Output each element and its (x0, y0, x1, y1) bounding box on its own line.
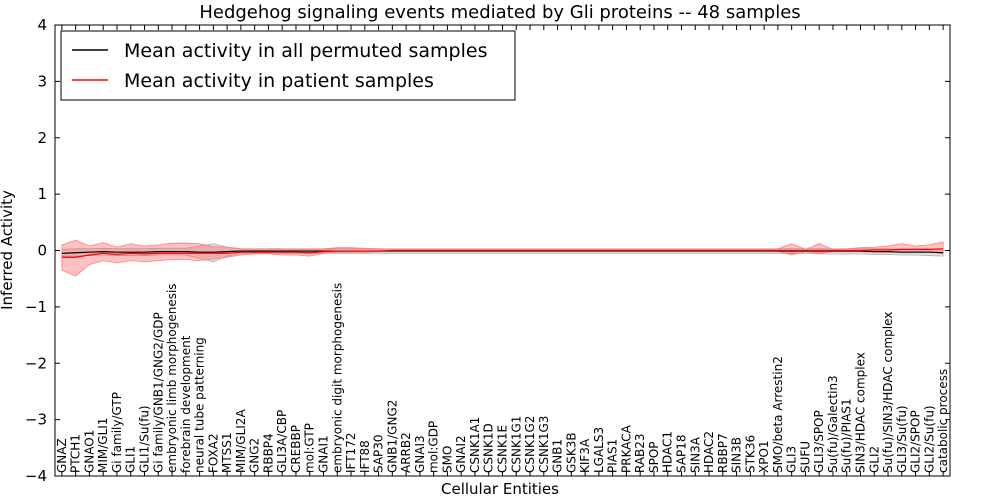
x-tick-label: KIF3A (578, 438, 592, 473)
x-tick-label: GLI1 (124, 446, 138, 473)
x-tick-label: CSNK1G2 (523, 416, 537, 473)
x-tick-label: GNAZ (55, 438, 69, 473)
x-tick-label: GNAI3 (413, 435, 427, 473)
x-tick-label: embryonic digit morphogenesis (330, 283, 344, 473)
x-tick-label: IFT172 (344, 433, 358, 473)
x-tick-label: GLI3/Su(fu) (895, 405, 909, 473)
line-patient (61, 248, 944, 258)
x-tick-label: GSK3B (564, 432, 578, 473)
x-tick-label: CSNK1G1 (509, 416, 523, 473)
x-tick-label: HDAC2 (702, 431, 716, 473)
x-tick-label: CREBBP (289, 425, 303, 473)
x-tick-label: CSNK1A1 (468, 417, 482, 473)
x-tick-label: GNG2 (248, 438, 262, 473)
x-tick-label: SIN3B (730, 437, 744, 473)
y-axis-label: Inferred Activity (0, 190, 16, 310)
x-tick-label: ARRB2 (399, 432, 413, 473)
x-tick-label: SAP30 (372, 434, 386, 473)
x-tick-label: embryonic limb morphogenesis (165, 283, 179, 473)
band-permuted (61, 243, 944, 263)
x-tick-label: Gi family/GNB1/GNG2/GDP (151, 312, 165, 473)
x-tick-label: GLI3 (785, 446, 799, 473)
x-tick-label: HDAC1 (661, 431, 675, 473)
x-tick-label: GLI3/SPOP (812, 410, 826, 473)
y-tick-label: 3 (37, 72, 47, 90)
x-tick-label: PIAS1 (606, 439, 620, 473)
legend-label-permuted: Mean activity in all permuted samples (124, 40, 487, 62)
x-tick-label: PTCH1 (69, 434, 83, 473)
legend: Mean activity in all permuted samples Me… (60, 30, 516, 101)
chart-title: Hedgehog signaling events mediated by Gl… (199, 2, 800, 23)
x-tick-label: MTSS1 (220, 432, 234, 473)
x-tick-label: catabolic process (936, 369, 950, 473)
x-tick-label: CSNK1E (496, 425, 510, 473)
y-tick-label: −1 (25, 298, 47, 316)
x-tick-label: SMO/beta Arrestin2 (771, 356, 785, 473)
y-axis-ticks: 4 3 2 1 0 −1 −2 −3 −4 (25, 16, 950, 485)
x-tick-label: GLI3A/CBP (275, 410, 289, 473)
x-tick-label: forebrain development (179, 335, 193, 473)
x-tick-label: Su(fu)/Galectin3 (826, 375, 840, 473)
x-tick-label: GLI1/Su(fu) (138, 405, 152, 473)
x-axis-ticks: GNAZ PTCH1 GNAO1 MIM/GLI1 Gi family/GTP GLI1 G… (55, 25, 950, 476)
x-tick-label: Su(fu)/PIAS1 (840, 398, 854, 473)
x-tick-label: GNB1 (551, 439, 565, 473)
legend-box (60, 30, 516, 101)
x-tick-label: SIN3A (688, 436, 702, 473)
x-tick-label: LGALS3 (592, 427, 606, 473)
x-tick-label: Su(fu)/SIN3/HDAC complex (881, 312, 895, 473)
y-tick-label: 1 (37, 185, 47, 203)
series-lines (61, 248, 944, 258)
y-tick-label: −4 (25, 467, 47, 485)
x-tick-label: FOXA2 (206, 433, 220, 473)
x-tick-label: SUFU (798, 441, 812, 473)
x-tick-label: RBBP4 (261, 433, 275, 473)
x-tick-label: neural tube patterning (193, 337, 207, 473)
x-tick-label: GLI2/Su(fu) (922, 405, 936, 473)
x-tick-label: STK36 (743, 435, 757, 473)
x-tick-label: PRKACA (619, 424, 633, 473)
x-tick-label: GNAI2 (454, 435, 468, 473)
x-tick-label: mol:GDP (427, 421, 441, 473)
y-tick-label: 4 (37, 16, 47, 34)
y-tick-label: −3 (25, 411, 47, 429)
x-tick-label: SIN3/HDAC complex (854, 352, 868, 473)
x-tick-label: GNAO1 (82, 430, 96, 473)
y-tick-label: 2 (37, 129, 47, 147)
x-tick-label: RAB23 (633, 433, 647, 473)
x-tick-label: GNAI1 (317, 435, 331, 473)
confidence-bands (61, 239, 944, 277)
x-tick-label: MIM/GLI2A (234, 409, 248, 473)
band-patient (61, 239, 944, 277)
x-tick-label: XPO1 (757, 440, 771, 473)
x-tick-label: GLI2/SPOP (909, 410, 923, 473)
x-tick-label: SMO (440, 446, 454, 473)
y-tick-label: −2 (25, 354, 47, 372)
y-tick-label: 0 (37, 242, 47, 260)
legend-label-patient: Mean activity in patient samples (124, 70, 434, 92)
x-tick-label: CSNK1D (482, 423, 496, 473)
x-tick-label: RBBP7 (716, 433, 730, 473)
x-tick-label: GNB1/GNG2 (385, 400, 399, 473)
x-tick-label: SPOP (647, 441, 661, 473)
x-tick-label: IFT88 (358, 440, 372, 473)
x-tick-label: Gi family/GTP (110, 392, 124, 473)
x-tick-label: GLI2 (867, 446, 881, 473)
x-axis-label: Cellular Entities (441, 480, 559, 498)
x-tick-label: SAP18 (675, 434, 689, 473)
x-tick-label: MIM/GLI1 (96, 418, 110, 473)
x-tick-label: CSNK1G3 (537, 416, 551, 473)
x-tick-label: mol:GTP (303, 423, 317, 473)
